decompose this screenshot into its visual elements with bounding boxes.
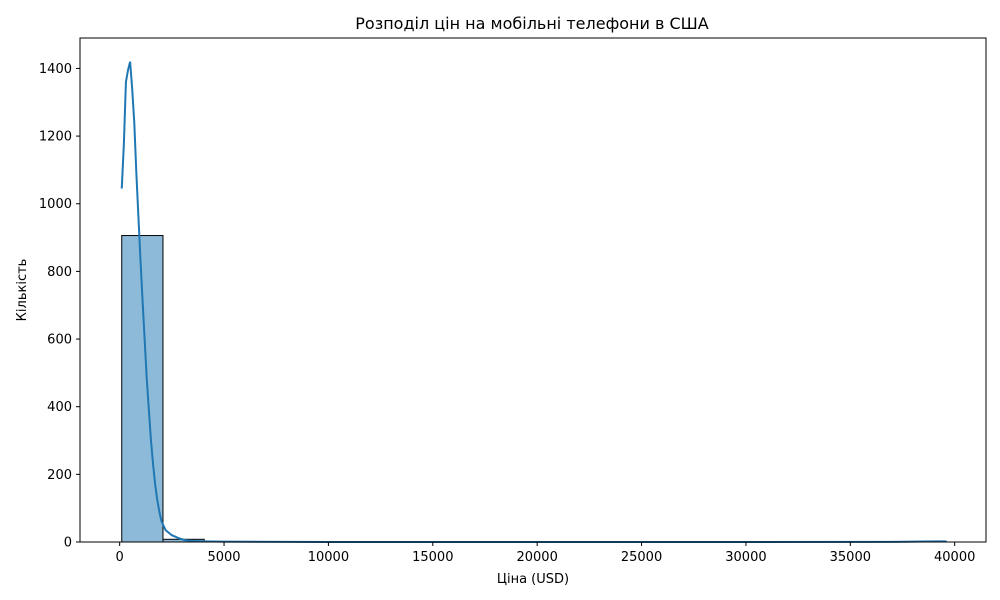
histogram-bars: [121, 235, 947, 543]
y-tick-label: 1400: [39, 62, 72, 77]
x-tick-label: 40000: [934, 550, 975, 565]
y-tick-label: 800: [47, 265, 72, 280]
chart-title: Розподіл цін на мобільні телефони в США: [355, 14, 709, 33]
x-axis-ticks: 0 5000 10000 15000 20000 25000 30000 35000 40000: [116, 542, 975, 565]
x-tick-label: 10000: [308, 550, 349, 565]
x-axis-label: Ціна (USD): [497, 572, 569, 587]
x-tick-label: 20000: [516, 550, 557, 565]
y-axis-label: Кількість: [15, 259, 30, 322]
x-tick-label: 25000: [621, 550, 662, 565]
kde-line: [120, 61, 947, 543]
y-axis-ticks: 0 200 400 600 800 1000 1200 1400: [39, 62, 80, 551]
plot-frame: [79, 37, 987, 543]
y-tick-label: 400: [47, 400, 72, 415]
x-tick-label: 30000: [725, 550, 766, 565]
x-tick-label: 5000: [207, 550, 240, 565]
x-tick-label: 0: [116, 550, 124, 565]
x-tick-label: 15000: [412, 550, 453, 565]
x-tick-label: 35000: [830, 550, 871, 565]
y-tick-label: 200: [47, 468, 72, 483]
y-tick-label: 1200: [39, 130, 72, 145]
y-tick-label: 600: [47, 333, 72, 348]
y-tick-label: 1000: [39, 197, 72, 212]
y-tick-label: 0: [64, 536, 72, 551]
